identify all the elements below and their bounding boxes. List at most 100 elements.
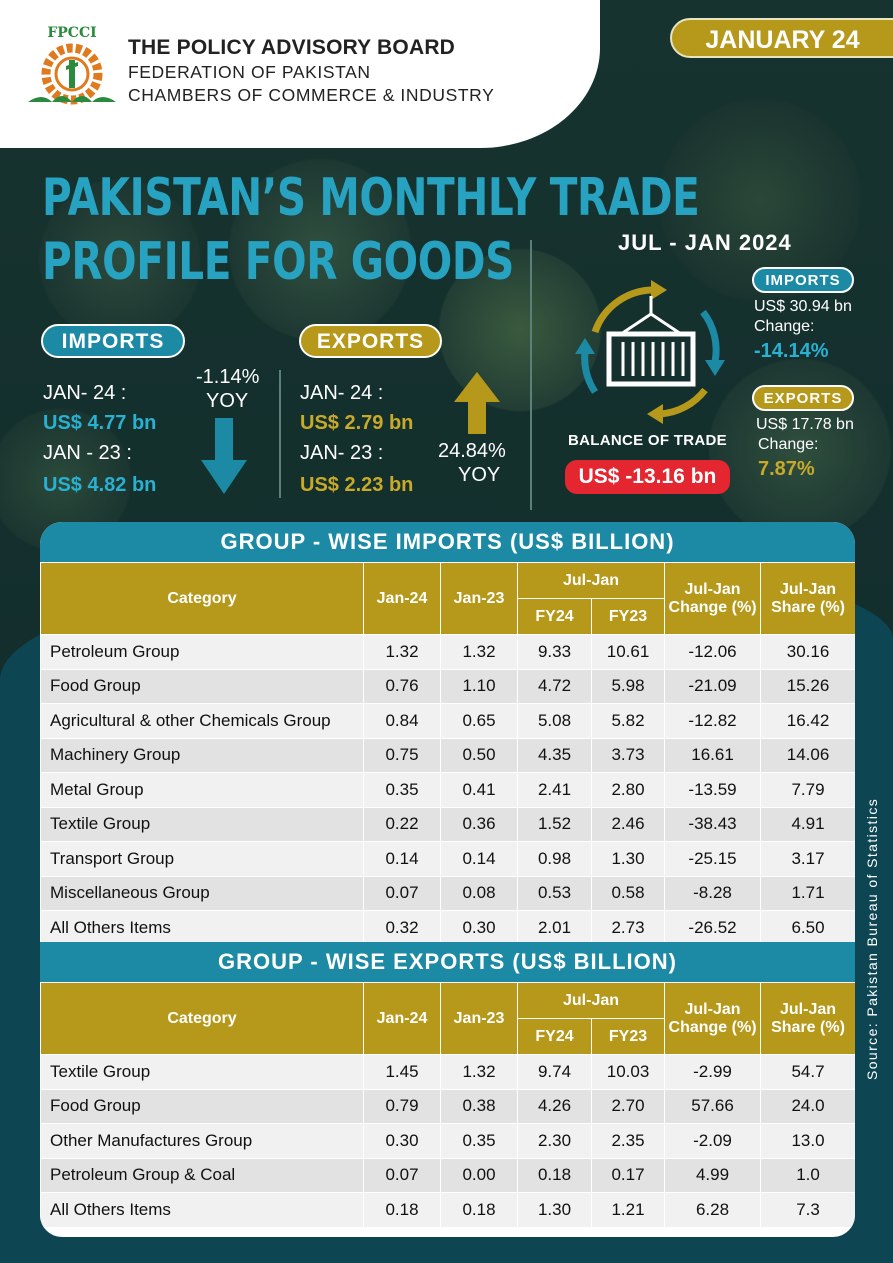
row-value: 0.98: [517, 841, 592, 877]
row-value: 1.45: [363, 1054, 441, 1090]
arrow-down-icon: [201, 418, 247, 494]
row-value: 0.79: [363, 1088, 441, 1124]
row-value: 1.32: [440, 634, 518, 670]
fpcci-logo: FPCCI: [28, 25, 116, 105]
imports-jan23-value: US$ 4.82 bn: [43, 474, 157, 496]
row-value: -2.99: [664, 1054, 762, 1090]
row-value: 1.0: [760, 1157, 855, 1193]
row-value: 1.30: [590, 841, 666, 877]
row-value: 5.82: [590, 703, 666, 739]
exports-table: Category Jan-24 Jan-23 Jul-Jan Jul-Jan Ch…: [40, 982, 855, 1228]
imports-jan24-label: JAN- 24 :: [43, 382, 127, 404]
table-row: Agricultural & other Chemicals Group 0.84…: [40, 703, 855, 739]
period-imports-change: -14.14%: [754, 340, 829, 362]
row-value: 16.42: [760, 703, 855, 739]
row-value: 14.06: [760, 737, 855, 773]
row-value: 0.22: [363, 806, 441, 842]
row-value: 0.07: [363, 875, 441, 911]
exports-change: 24.84%: [438, 440, 506, 462]
row-value: 2.73: [590, 910, 666, 942]
row-value: 16.61: [664, 737, 762, 773]
org-line2: FEDERATION OF PAKISTAN: [128, 62, 371, 82]
row-category: Textile Group: [40, 806, 364, 842]
row-value: 1.32: [363, 634, 441, 670]
col-share-line2: Share (%): [771, 1018, 845, 1036]
org-line3: CHAMBERS OF COMMERCE & INDUSTRY: [128, 85, 495, 105]
table-row: Textile Group 0.22 0.36 1.52 2.46 -38.43 4.91: [40, 806, 855, 842]
row-value: 0.58: [590, 875, 666, 911]
row-value: 4.72: [517, 668, 592, 704]
table-row: All Others Items 0.32 0.30 2.01 2.73 -26.52 6.…: [40, 910, 855, 942]
row-value: 0.30: [440, 910, 518, 942]
period-exports-value: US$ 17.78 bn: [756, 416, 854, 433]
row-value: 10.03: [590, 1054, 666, 1090]
row-value: -26.52: [664, 910, 762, 942]
imports-change: -1.14%: [196, 366, 260, 388]
row-value: 1.30: [517, 1192, 592, 1228]
col-change-line1: Jul-Jan: [684, 1000, 741, 1018]
row-value: 2.01: [517, 910, 592, 942]
imports-table: Category Jan-24 Jan-23 Jul-Jan Jul-Jan Ch…: [40, 562, 855, 942]
row-value: 4.99: [664, 1157, 762, 1193]
row-category: Miscellaneous Group: [40, 875, 364, 911]
period-imports-value: US$ 30.94 bn: [754, 298, 852, 315]
exports-table-title: GROUP - WISE EXPORTS (US$ BILLION): [40, 942, 855, 982]
period-imports-change-label: Change:: [754, 318, 815, 335]
row-value: 1.71: [760, 875, 855, 911]
table-row: Transport Group 0.14 0.14 0.98 1.30 -25.15 3.1…: [40, 841, 855, 877]
col-juljan: Jul-Jan: [516, 562, 666, 599]
col-jan23: Jan-23: [440, 982, 518, 1055]
row-category: Other Manufactures Group: [40, 1123, 364, 1159]
row-category: Machinery Group: [40, 737, 364, 773]
row-value: 1.10: [440, 668, 518, 704]
table-row: Food Group 0.79 0.38 4.26 2.70 57.66 24.0: [40, 1088, 855, 1124]
exports-table-panel: GROUP - WISE EXPORTS (US$ BILLION) Categ…: [40, 942, 855, 1237]
date-badge: JANUARY 24: [670, 18, 893, 58]
col-fy24: FY24: [517, 598, 592, 635]
exports-jan23-label: JAN- 23 :: [300, 442, 384, 464]
exports-jan24-label: JAN- 24 :: [300, 382, 384, 404]
row-value: -25.15: [664, 841, 762, 877]
exports-jan24-value: US$ 2.79 bn: [300, 412, 414, 434]
org-line1: THE POLICY ADVISORY BOARD: [128, 36, 456, 59]
row-value: 0.76: [363, 668, 441, 704]
imports-jan23-label: JAN - 23 :: [43, 442, 132, 464]
row-value: 15.26: [760, 668, 855, 704]
col-share-line2: Share (%): [771, 598, 845, 616]
row-value: 5.98: [590, 668, 666, 704]
col-jan23: Jan-23: [440, 562, 518, 635]
row-value: 0.35: [440, 1123, 518, 1159]
col-share-line1: Jul-Jan: [780, 580, 837, 598]
row-value: -2.09: [664, 1123, 762, 1159]
row-value: 0.84: [363, 703, 441, 739]
row-value: 0.41: [440, 772, 518, 808]
col-change: Jul-Jan Change (%): [664, 982, 762, 1055]
row-value: -12.06: [664, 634, 762, 670]
row-value: -21.09: [664, 668, 762, 704]
row-category: All Others Items: [40, 910, 364, 942]
row-value: 1.52: [517, 806, 592, 842]
col-category: Category: [40, 562, 364, 635]
row-value: -8.28: [664, 875, 762, 911]
row-value: 2.70: [590, 1088, 666, 1124]
row-value: 0.38: [440, 1088, 518, 1124]
col-share: Jul-Jan Share (%): [760, 982, 855, 1055]
row-value: 5.08: [517, 703, 592, 739]
row-value: 1.32: [440, 1054, 518, 1090]
source-note: Source: Pakistan Bureau of Statistics: [864, 797, 880, 1080]
period-exports-label: EXPORTS: [752, 385, 854, 411]
row-value: 0.00: [440, 1157, 518, 1193]
row-category: Petroleum Group & Coal: [40, 1157, 364, 1193]
row-value: 6.28: [664, 1192, 762, 1228]
row-value: 0.14: [363, 841, 441, 877]
exports-change-label: YOY: [458, 464, 501, 486]
row-value: 57.66: [664, 1088, 762, 1124]
row-value: 0.14: [440, 841, 518, 877]
period-exports-change-label: Change:: [758, 436, 819, 453]
table-row: Petroleum Group 1.32 1.32 9.33 10.61 -12.06 30…: [40, 634, 855, 670]
row-category: Textile Group: [40, 1054, 364, 1090]
period-imports-label: IMPORTS: [752, 267, 854, 293]
row-value: -12.82: [664, 703, 762, 739]
exports-jan23-value: US$ 2.23 bn: [300, 474, 414, 496]
table-row: Metal Group 0.35 0.41 2.41 2.80 -13.59 7.79: [40, 772, 855, 808]
